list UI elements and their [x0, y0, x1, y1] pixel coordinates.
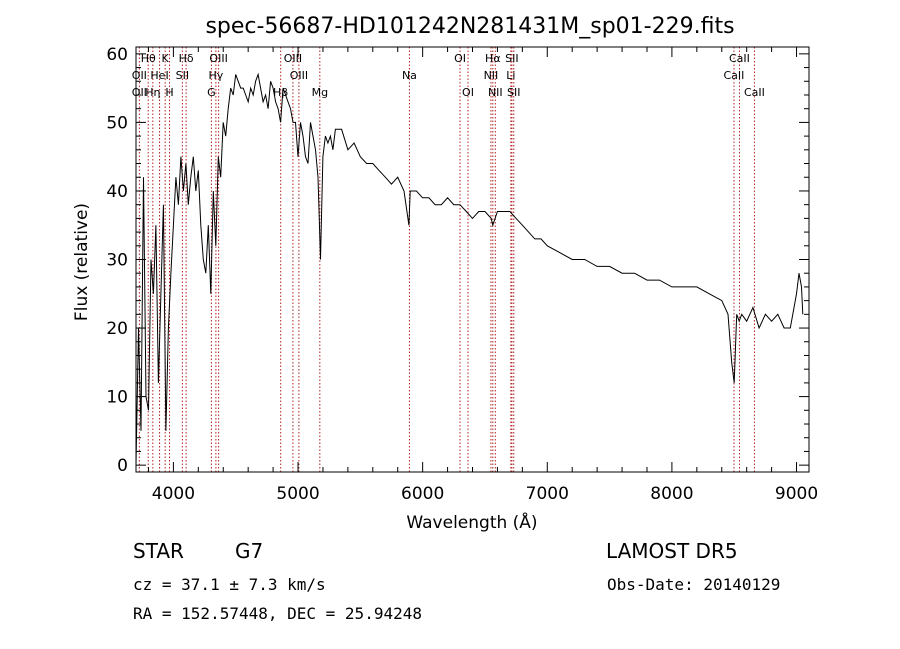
y-tick-label: 0	[117, 456, 128, 476]
line-label-3: Hη	[145, 86, 160, 99]
line-label-12: OIII	[284, 52, 302, 65]
line-label-0: Hθ	[141, 52, 156, 65]
x-tick-label: 5000	[276, 484, 319, 504]
line-label-18: OI	[462, 86, 474, 99]
line-label-23: NII	[488, 86, 503, 99]
line-label-25: CaII	[729, 52, 750, 65]
line-label-7: Hδ	[179, 52, 194, 65]
line-label-1: OII	[132, 69, 147, 82]
survey-name: LAMOST DR5	[606, 539, 738, 563]
y-tick-label: 30	[106, 251, 128, 271]
line-label-13: OIII	[290, 69, 308, 82]
line-label-8: SII	[176, 69, 189, 82]
line-label-5: K	[162, 52, 170, 65]
obs-date: Obs-Date: 20140129	[607, 575, 780, 594]
y-axis-ticks: 0 10 20 30 40 50 60	[106, 45, 809, 476]
y-tick-label: 20	[106, 319, 128, 339]
line-label-22: Li	[506, 69, 515, 82]
chart-title: spec-56687-HD101242N281431M_sp01-229.fit…	[205, 14, 734, 39]
x-tick-label: 6000	[401, 484, 444, 504]
line-label-14: Hβ	[273, 86, 288, 99]
line-label-15: Mg	[312, 86, 328, 99]
y-tick-label: 10	[106, 388, 128, 408]
y-tick-label: 50	[106, 113, 128, 133]
x-axis-ticks: 4000 5000 6000 7000 8000 9000	[147, 47, 818, 504]
line-label-20: SII	[505, 52, 518, 65]
spectrum-series-line	[135, 72, 804, 466]
line-label-10: Hγ	[208, 69, 223, 82]
line-label-4: HeI	[150, 69, 168, 82]
x-tick-label: 8000	[650, 484, 693, 504]
x-tick-label: 9000	[775, 484, 818, 504]
spectral-line-markers	[138, 47, 755, 472]
subclass: G7	[235, 539, 263, 563]
x-tick-label: 7000	[526, 484, 569, 504]
line-label-24: SII	[507, 86, 520, 99]
line-label-19: Hα	[485, 52, 501, 65]
object-class: STAR	[133, 539, 184, 563]
line-label-6: H	[165, 86, 173, 99]
line-label-11: G	[207, 86, 216, 99]
x-axis-label: Wavelength (Å)	[406, 511, 537, 533]
line-label-26: CaII	[724, 69, 745, 82]
redshift-value: cz = 37.1 ± 7.3 km/s	[133, 575, 326, 594]
line-label-17: OI	[454, 52, 466, 65]
line-label-9: OIII	[209, 52, 227, 65]
y-tick-label: 40	[106, 182, 128, 202]
line-label-27: CaII	[744, 86, 765, 99]
line-label-16: Na	[402, 69, 417, 82]
x-tick-label: 4000	[152, 484, 195, 504]
y-tick-label: 60	[106, 45, 128, 65]
line-label-21: NII	[484, 69, 499, 82]
y-axis-label: Flux (relative)	[72, 203, 92, 321]
coordinates: RA = 152.57448, DEC = 25.94248	[133, 604, 422, 623]
